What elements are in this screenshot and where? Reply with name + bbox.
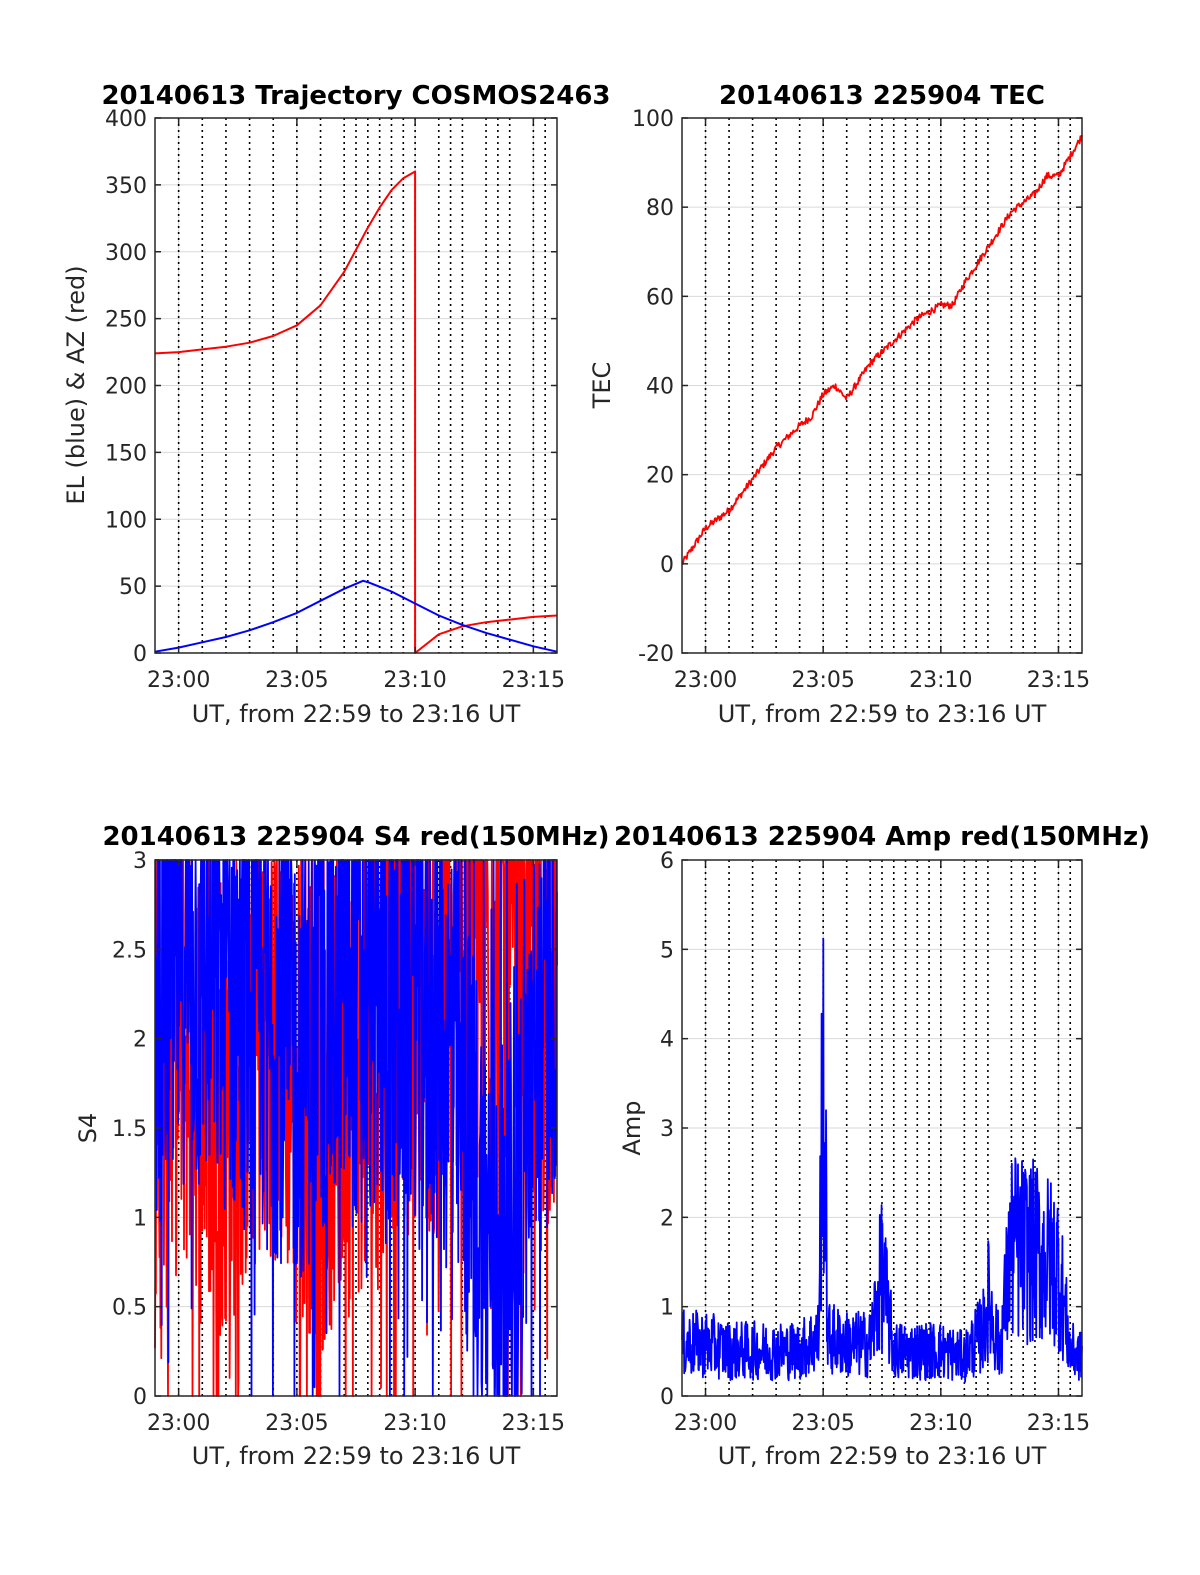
series-line-blue <box>681 937 1083 1383</box>
ytick-label: 100 <box>105 508 147 533</box>
xtick-label: 23:00 <box>674 668 737 693</box>
xtick-label: 23:10 <box>909 668 972 693</box>
ytick-label: 100 <box>632 107 674 132</box>
xtick-label: 23:10 <box>383 1411 446 1436</box>
ytick-label: 80 <box>646 196 674 221</box>
ytick-label: 400 <box>105 107 147 132</box>
xtick-label: 23:05 <box>265 668 328 693</box>
series-line-blue <box>154 579 558 653</box>
ytick-label: 6 <box>660 849 674 874</box>
ytick-label: 150 <box>105 441 147 466</box>
ytick-label: 50 <box>119 575 147 600</box>
ytick-label: 3 <box>660 1117 674 1142</box>
ytick-label: 2 <box>660 1206 674 1231</box>
series-line-red <box>154 170 558 654</box>
xtick-label: 23:05 <box>791 668 854 693</box>
tec-xlabel: UT, from 22:59 to 23:16 UT <box>718 700 1047 728</box>
ytick-label: 2 <box>133 1028 147 1053</box>
ytick-label: 1 <box>133 1206 147 1231</box>
xtick-label: 23:15 <box>502 668 565 693</box>
xtick-label: 23:05 <box>265 1411 328 1436</box>
tec-panel: 20140613 225904 TEC UT, from 22:59 to 23… <box>588 81 1090 728</box>
ytick-label: 20 <box>646 464 674 489</box>
xtick-label: 23:00 <box>147 1411 210 1436</box>
ytick-label: 200 <box>105 375 147 400</box>
ytick-label: 2.5 <box>112 938 147 963</box>
amp-title: 20140613 225904 Amp red(150MHz) <box>614 822 1150 852</box>
s4-title: 20140613 225904 S4 red(150MHz) <box>102 822 609 852</box>
amp-ylabel: Amp <box>618 1100 646 1155</box>
trajectory-panel: 20140613 Trajectory COSMOS2463 UT, from … <box>62 81 611 728</box>
xtick-label: 23:10 <box>909 1411 972 1436</box>
amp-plot-area: 0 1 2 3 4 5 6 23:00 23:05 23:10 23:15 <box>660 849 1090 1436</box>
ytick-label: 0 <box>660 553 674 578</box>
ytick-label: 0 <box>133 1385 147 1410</box>
ytick-label: 300 <box>105 241 147 266</box>
s4-plot-area: 0 0.5 1 1.5 2 2.5 3 23:00 23:05 23:10 23:15 <box>112 849 565 1436</box>
tec-plot-area: -20 0 20 40 60 80 100 23:00 23:05 23:10 23:15 <box>632 107 1090 693</box>
ytick-label: 5 <box>660 938 674 963</box>
trajectory-ylabel: EL (blue) & AZ (red) <box>62 265 90 504</box>
ytick-label: 350 <box>105 174 147 199</box>
s4-xlabel: UT, from 22:59 to 23:16 UT <box>192 1442 521 1470</box>
amp-xlabel: UT, from 22:59 to 23:16 UT <box>718 1442 1047 1470</box>
xtick-label: 23:15 <box>1027 1411 1090 1436</box>
ytick-label: 3 <box>133 849 147 874</box>
ytick-label: 0 <box>133 642 147 667</box>
series-line-red <box>681 134 1083 565</box>
ytick-label: 0 <box>660 1385 674 1410</box>
trajectory-plot-area: 0 50 100 150 200 250 300 350 400 23:00 23:05 23:10 2… <box>105 107 565 693</box>
ytick-label: 4 <box>660 1028 674 1053</box>
xtick-label: 23:00 <box>674 1411 737 1436</box>
trajectory-xlabel: UT, from 22:59 to 23:16 UT <box>192 700 521 728</box>
trajectory-title: 20140613 Trajectory COSMOS2463 <box>101 81 610 111</box>
ytick-label: 1 <box>660 1296 674 1321</box>
xtick-label: 23:05 <box>791 1411 854 1436</box>
tec-title: 20140613 225904 TEC <box>719 81 1045 111</box>
ytick-label: 40 <box>646 375 674 400</box>
ytick-label: 250 <box>105 308 147 333</box>
tec-ylabel: TEC <box>588 362 616 410</box>
xtick-label: 23:15 <box>502 1411 565 1436</box>
ytick-label: 60 <box>646 285 674 310</box>
xtick-label: 23:15 <box>1027 668 1090 693</box>
s4-ylabel: S4 <box>74 1113 102 1144</box>
ytick-label: 0.5 <box>112 1296 147 1321</box>
xtick-label: 23:00 <box>147 668 210 693</box>
ytick-label: 1.5 <box>112 1117 147 1142</box>
amp-panel: 20140613 225904 Amp red(150MHz) UT, from… <box>614 822 1150 1470</box>
ytick-label: -20 <box>638 642 674 667</box>
s4-panel: 20140613 225904 S4 red(150MHz) UT, from … <box>74 822 610 1470</box>
xtick-label: 23:10 <box>383 668 446 693</box>
